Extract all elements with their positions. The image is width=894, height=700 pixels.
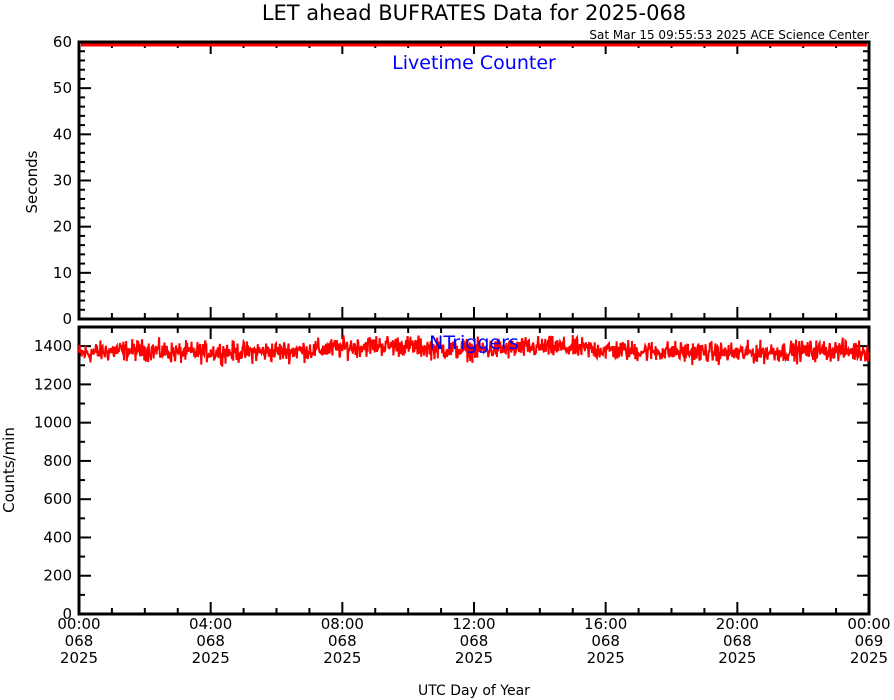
- livetime-y-axis-label: Seconds: [23, 150, 41, 213]
- ntriggers-y-tick-label: 600: [43, 490, 72, 508]
- x-tick-label: 2025: [718, 649, 756, 667]
- livetime-ticks: 0 10 20 30 40 50 60: [53, 33, 870, 328]
- ntriggers-y-tick-label: 800: [43, 452, 72, 470]
- ntriggers-y-tick-label: 1000: [34, 414, 72, 432]
- livetime-y-tick-label: 40: [53, 125, 72, 143]
- ntriggers-plot-frame: [77, 325, 871, 616]
- ntriggers-y-tick-label: 0: [62, 605, 72, 623]
- livetime-y-tick-label: 0: [62, 310, 72, 328]
- livetime-y-tick-label: 30: [53, 172, 72, 190]
- x-tick-label: 04:00: [189, 615, 232, 633]
- x-tick-label: 00:00: [847, 615, 890, 633]
- x-tick-label: 068: [196, 632, 225, 650]
- ntriggers-y-tick-label: 400: [43, 528, 72, 546]
- x-axis-tick-labels: 00:00068202504:00068202508:00068202512:0…: [57, 615, 890, 667]
- livetime-plot-frame: [77, 40, 871, 321]
- livetime-y-tick-label: 50: [53, 79, 72, 97]
- x-tick-label: 068: [723, 632, 752, 650]
- ntriggers-y-tick-label: 1200: [34, 375, 72, 393]
- x-axis-label: UTC Day of Year: [418, 683, 530, 699]
- x-tick-label: 069: [855, 632, 884, 650]
- x-tick-label: 2025: [850, 649, 888, 667]
- chart-title: LET ahead BUFRATES Data for 2025-068: [262, 1, 686, 25]
- livetime-y-tick-label: 20: [53, 218, 72, 236]
- ntriggers-series: [78, 334, 870, 367]
- x-tick-label: 068: [591, 632, 620, 650]
- x-tick-label: 068: [460, 632, 489, 650]
- x-tick-label: 068: [328, 632, 357, 650]
- ntriggers-y-tick-label: 200: [43, 567, 72, 585]
- x-tick-label: 2025: [455, 649, 493, 667]
- ntriggers-panel: 0 200 400 600 800 1000 1200 1400 NTriggers Coun…: [0, 325, 871, 623]
- x-tick-label: 2025: [587, 649, 625, 667]
- x-tick-label: 20:00: [716, 615, 759, 633]
- ntriggers-ticks: 0 200 400 600 800 1000 1200 1400: [34, 326, 870, 623]
- x-tick-label: 08:00: [321, 615, 364, 633]
- x-tick-label: 16:00: [584, 615, 627, 633]
- livetime-y-tick-label: 10: [53, 264, 72, 282]
- ntriggers-y-tick-label: 1400: [34, 337, 72, 355]
- livetime-panel: 0 10 20 30 40 50 60 Livetime Counter Seconds: [23, 33, 871, 328]
- x-tick-label: 00:00: [57, 615, 100, 633]
- x-tick-label: 12:00: [452, 615, 495, 633]
- x-tick-label: 2025: [192, 649, 230, 667]
- ntriggers-series-line: [78, 334, 870, 367]
- livetime-series-label: Livetime Counter: [392, 52, 556, 74]
- livetime-y-tick-label: 60: [53, 33, 72, 51]
- x-tick-label: 2025: [323, 649, 361, 667]
- ntriggers-series-label: NTriggers: [429, 332, 519, 354]
- chart-subtitle: Sat Mar 15 09:55:53 2025 ACE Science Cen…: [589, 28, 869, 42]
- x-tick-label: 2025: [60, 649, 98, 667]
- ntriggers-y-axis-label: Counts/min: [0, 427, 18, 513]
- x-tick-label: 068: [65, 632, 94, 650]
